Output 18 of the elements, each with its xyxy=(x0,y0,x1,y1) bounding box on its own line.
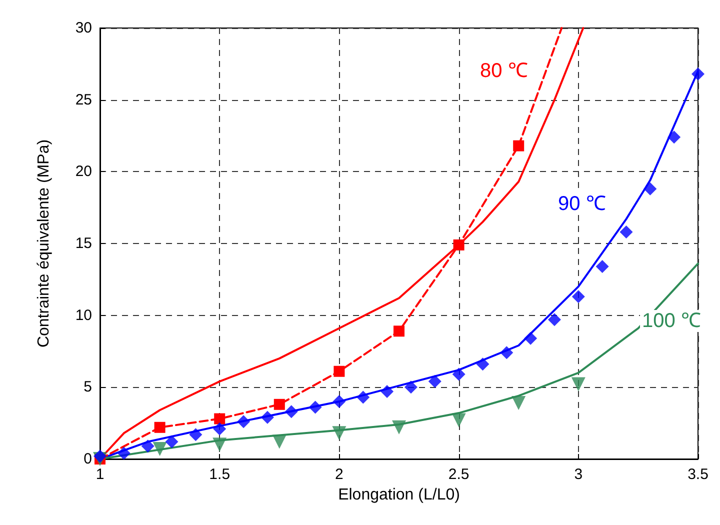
annotation: 80 ℃ xyxy=(480,60,528,82)
y-tick-label: 10 xyxy=(75,306,92,324)
y-tick-label: 15 xyxy=(75,235,92,252)
y-tick-label: 20 xyxy=(75,163,92,180)
x-tick-label: 3.5 xyxy=(688,466,708,483)
annotation: 90 ℃ xyxy=(558,193,606,215)
y-tick-label: 5 xyxy=(84,378,92,396)
x-tick-label: 1 xyxy=(96,466,104,483)
x-tick-label: 1.5 xyxy=(209,466,230,483)
annotation: 100 ℃ xyxy=(642,310,701,332)
x-tick-label: 2 xyxy=(335,466,344,483)
y-tick-label: 0 xyxy=(84,450,92,468)
y-axis-title: Contrainte équivalente (MPa) xyxy=(36,139,52,348)
x-axis-title: Elongation (L/L0) xyxy=(338,486,460,504)
y-tick-label: 30 xyxy=(75,20,92,36)
y-tick-label: 25 xyxy=(75,91,92,108)
x-tick-label: 2.5 xyxy=(448,466,470,483)
x-tick-label: 3 xyxy=(574,466,583,483)
